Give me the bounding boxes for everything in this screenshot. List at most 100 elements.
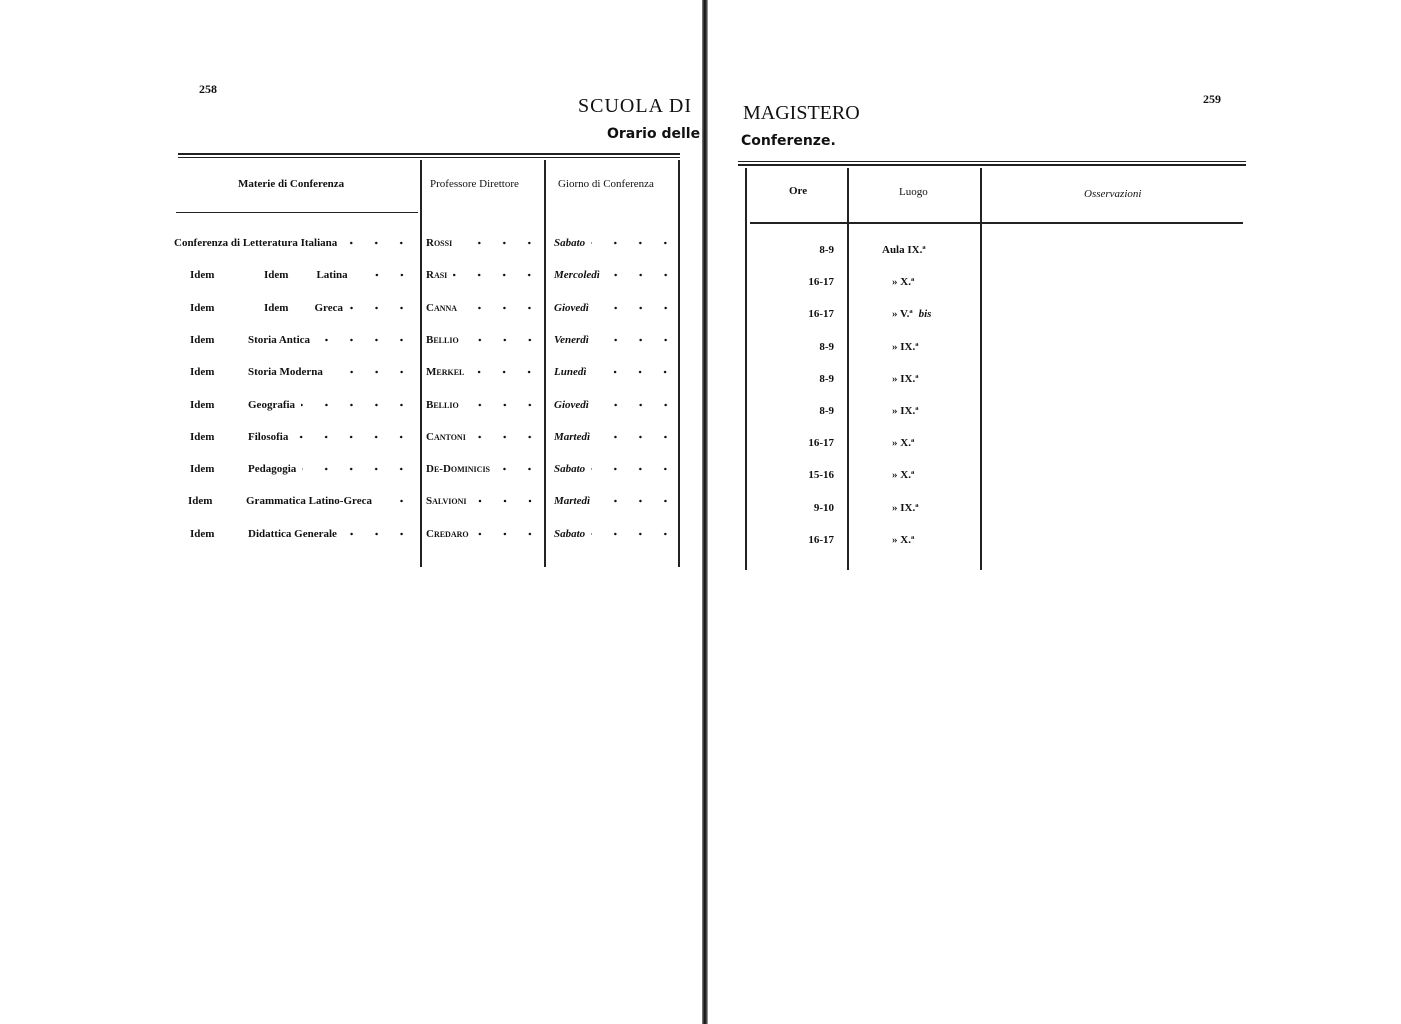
professor-cell: Salvioni bbox=[426, 495, 467, 508]
leader-dots bbox=[377, 495, 414, 508]
professor-cell: Bellio bbox=[426, 333, 459, 346]
column-divider bbox=[847, 168, 849, 570]
day-cell-group: Mercoledì bbox=[546, 265, 678, 285]
leader-dots bbox=[591, 237, 678, 249]
leader-dots bbox=[591, 527, 678, 540]
subject-cell-group: Idem Storia Antica bbox=[174, 330, 418, 350]
table-row: 8-9 » IX.ª bbox=[790, 337, 970, 357]
room-note: bis bbox=[918, 308, 932, 321]
day-cell-group: Sabato bbox=[546, 459, 678, 479]
subject-cell: Pedagogia bbox=[248, 463, 297, 476]
subject-cell-group: Idem Idem Latina bbox=[174, 265, 418, 285]
day-cell-group: Giovedì bbox=[546, 298, 678, 318]
subject-cell: Idem bbox=[264, 301, 289, 314]
subject-cell: Idem bbox=[264, 269, 289, 282]
hours-cell: 9-10 bbox=[813, 501, 834, 514]
leader-dots bbox=[591, 463, 678, 476]
column-header: Materie di Conferenza bbox=[238, 178, 345, 190]
subject-idem: Idem bbox=[190, 301, 215, 314]
column-header: Professore Direttore bbox=[430, 178, 519, 190]
leader-dots bbox=[592, 366, 678, 379]
column-header: Ore bbox=[789, 185, 808, 197]
professor-cell-group: Bellio bbox=[418, 395, 546, 415]
leader-dots bbox=[348, 301, 414, 314]
leader-dots bbox=[594, 301, 678, 314]
leader-dots bbox=[453, 269, 542, 282]
leader-dots bbox=[472, 495, 542, 508]
professor-cell-group: Rasi bbox=[418, 265, 546, 285]
column-divider bbox=[745, 168, 747, 570]
day-cell-group: Sabato bbox=[546, 233, 678, 253]
table-row: 16-17 » X.ª bbox=[790, 433, 970, 453]
leader-dots bbox=[464, 333, 542, 346]
table-row: Idem Didattica Generale Credaro Sabato bbox=[174, 524, 678, 544]
leader-dots bbox=[328, 366, 414, 379]
page-number-right: 259 bbox=[1203, 92, 1221, 106]
day-cell-group: Martedì bbox=[546, 427, 678, 447]
subject-idem: Idem bbox=[190, 333, 215, 346]
professor-cell-group: Canna bbox=[418, 298, 546, 318]
column-divider bbox=[420, 160, 422, 567]
leader-dots bbox=[353, 269, 414, 282]
leader-dots bbox=[463, 301, 542, 314]
subject-cell: Greca bbox=[314, 301, 343, 314]
day-cell: Martedì bbox=[554, 430, 591, 443]
rule bbox=[738, 164, 1246, 166]
room-cell: » X.ª bbox=[892, 533, 915, 546]
table-row: 9-10 » IX.ª bbox=[790, 498, 970, 518]
day-cell: Martedì bbox=[554, 495, 591, 508]
column-header: Luogo bbox=[899, 186, 928, 198]
table-row: Idem Geografia Bellio Giovedì bbox=[174, 395, 678, 415]
leader-dots bbox=[596, 495, 678, 508]
table-row: 16-17 » X.ª bbox=[790, 530, 970, 550]
professor-cell: Canna bbox=[426, 301, 458, 314]
table-row: Idem Storia Moderna Merkel Lunedì bbox=[174, 362, 678, 382]
professor-cell: Bellio bbox=[426, 398, 459, 411]
professor-cell: Cantoni bbox=[426, 430, 466, 443]
day-cell: Giovedì bbox=[554, 398, 589, 411]
subject-idem: Idem bbox=[190, 527, 215, 540]
professor-cell: De-Dominicis bbox=[426, 463, 491, 476]
title-left: SCUOLA DI bbox=[578, 95, 693, 117]
subject-idem: Idem bbox=[190, 463, 215, 476]
subject-cell: Latina bbox=[316, 269, 348, 282]
table-row: Idem Idem Greca Canna Giovedì bbox=[174, 298, 678, 318]
table-row: 15-16 » X.ª bbox=[790, 465, 970, 485]
hours-cell: 15-16 bbox=[808, 469, 834, 482]
hours-cell: 16-17 bbox=[808, 533, 834, 546]
column-divider bbox=[678, 160, 680, 567]
hours-cell: 8-9 bbox=[819, 340, 834, 353]
subject-idem: Idem bbox=[190, 269, 215, 282]
subject-cell: Filosofia bbox=[248, 430, 289, 443]
subject-cell-group: Idem Geografia bbox=[174, 395, 418, 415]
subject-cell: Storia Moderna bbox=[248, 366, 323, 379]
room-cell: » X.ª bbox=[892, 469, 915, 482]
leader-dots bbox=[342, 527, 414, 540]
room-cell: Aula IX.ª bbox=[882, 244, 926, 256]
leader-dots bbox=[316, 333, 414, 346]
column-header: Giorno di Conferenza bbox=[558, 178, 654, 190]
professor-cell: Credaro bbox=[426, 527, 469, 540]
subject-cell-group: Idem Didattica Generale bbox=[174, 524, 418, 544]
hours-cell: 16-17 bbox=[808, 308, 834, 321]
hours-cell: 8-9 bbox=[819, 372, 834, 385]
day-cell: Giovedì bbox=[554, 301, 589, 314]
day-cell: Venerdì bbox=[554, 333, 589, 346]
subject-cell-group: Idem Pedagogia bbox=[174, 459, 418, 479]
subject-idem: Idem bbox=[188, 495, 213, 508]
leader-dots bbox=[474, 527, 542, 540]
subject-idem: Idem bbox=[190, 398, 215, 411]
leader-dots bbox=[294, 430, 414, 443]
leader-dots bbox=[464, 398, 542, 411]
column-divider bbox=[980, 168, 982, 570]
table-row: 8-9 » IX.ª bbox=[790, 401, 970, 421]
leader-dots bbox=[471, 430, 542, 443]
subject-cell-group: Conferenza di Letteratura Italiana bbox=[174, 233, 418, 253]
leader-dots bbox=[470, 366, 542, 379]
day-cell-group: Giovedì bbox=[546, 395, 678, 415]
leader-dots bbox=[596, 430, 678, 443]
day-cell-group: Sabato bbox=[546, 524, 678, 544]
table-row: 16-17 » V.ª bis bbox=[790, 304, 970, 324]
day-cell: Mercoledì bbox=[554, 269, 600, 282]
table-row: Idem Idem Latina Rasi Mercoledì bbox=[174, 265, 678, 285]
